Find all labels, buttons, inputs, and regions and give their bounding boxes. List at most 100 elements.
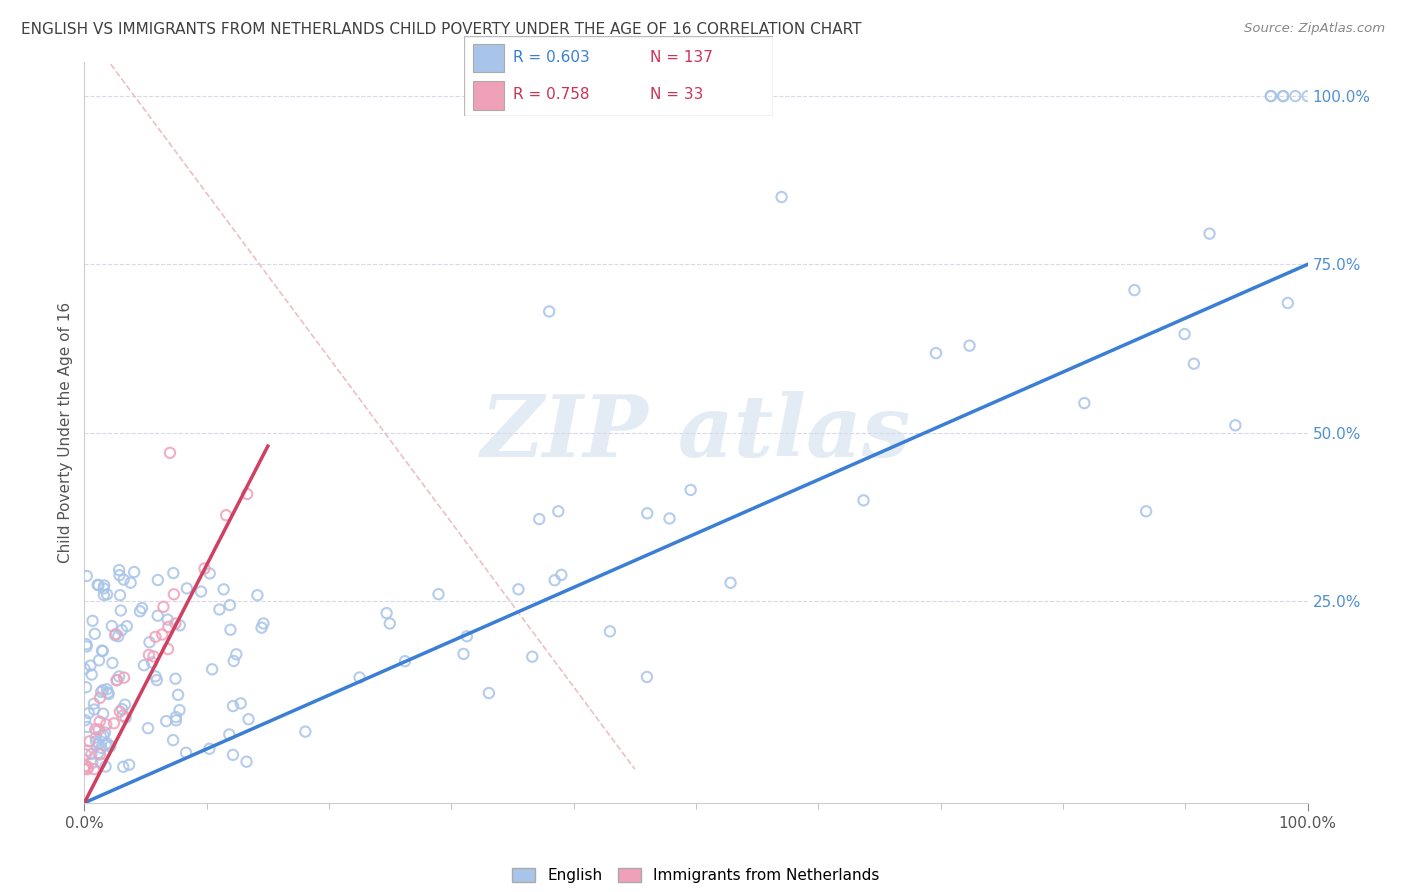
Point [375,606,398,620]
Point [225,648,247,662]
Point [478,686,501,700]
Point [96,736,118,750]
Point [235,755,257,769]
Point [90,756,112,770]
Point [129,604,152,618]
Point [222,699,245,714]
Point [198,741,221,756]
Point [190,584,212,599]
Point [108,669,131,683]
Point [550,567,572,582]
Point [82,614,104,628]
Point [1260,89,1282,103]
Point [94,759,117,773]
Point [80,747,103,761]
Point [107,629,129,643]
Text: R = 0.758: R = 0.758 [513,87,591,102]
Point [105,673,128,687]
Point [83,697,105,711]
Text: ENGLISH VS IMMIGRANTS FROM NETHERLANDS CHILD POVERTY UNDER THE AGE OF 16 CORRELA: ENGLISH VS IMMIGRANTS FROM NETHERLANDS C… [21,22,862,37]
Point [93,582,115,596]
Point [87,746,110,760]
Point [852,493,875,508]
Point [1296,89,1319,103]
Point [83,627,105,641]
Point [79,734,101,748]
Point [75,680,97,694]
Point [111,623,134,637]
Point [208,602,231,616]
Point [90,685,112,699]
Point [1135,504,1157,518]
Point [97,687,120,701]
Point [925,346,948,360]
Point [456,629,478,643]
Point [219,623,242,637]
Point [162,733,184,747]
Point [193,561,215,575]
Point [636,670,658,684]
Point [87,723,110,737]
Point [250,621,273,635]
Point [142,649,165,664]
Point [75,747,97,762]
Point [79,658,101,673]
Point [218,727,240,741]
Point [1174,327,1197,342]
Point [118,757,141,772]
Y-axis label: Child Poverty Under the Age of 16: Child Poverty Under the Age of 16 [58,302,73,563]
Point [101,656,124,670]
Point [770,190,793,204]
Point [294,724,316,739]
Point [378,616,401,631]
Point [75,637,97,651]
Point [165,714,187,728]
Point [138,635,160,649]
Point [112,760,135,774]
Point [131,601,153,615]
Point [94,738,117,752]
Point [83,762,105,776]
FancyBboxPatch shape [474,44,505,72]
Point [108,568,131,582]
Point [112,573,135,587]
Point [1284,89,1306,103]
Point [174,746,197,760]
Point [111,702,134,716]
Point [98,739,121,754]
Point [103,716,125,731]
Point [120,575,142,590]
Point [83,702,105,716]
Point [77,706,100,720]
Point [84,723,107,737]
Point [77,760,100,774]
Point [169,703,191,717]
Point [453,647,475,661]
Point [93,729,115,743]
Point [394,654,416,668]
Point [157,642,180,657]
Point [82,756,104,770]
Point [76,569,98,583]
Point [720,575,742,590]
Point [959,339,981,353]
Point [122,565,145,579]
Point [73,662,96,676]
Point [76,640,98,654]
Point [636,506,658,520]
Point [349,670,371,684]
Point [90,740,112,755]
Point [547,504,569,518]
Point [138,648,160,662]
Point [105,673,128,688]
Point [104,628,127,642]
Point [229,697,252,711]
Point [75,713,97,727]
Point [1225,418,1247,433]
Point [91,643,114,657]
Point [157,620,180,634]
Point [155,714,177,728]
Point [132,658,155,673]
Point [89,714,111,729]
Text: N = 137: N = 137 [650,50,713,65]
